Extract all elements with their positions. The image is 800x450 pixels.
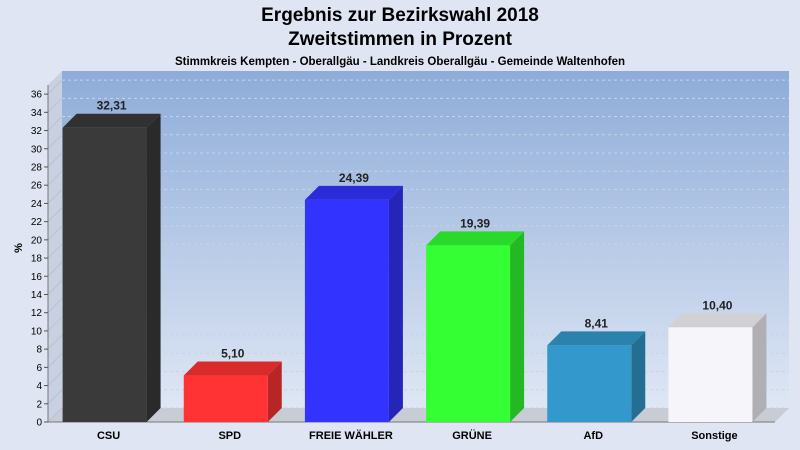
gridline-side xyxy=(47,334,63,350)
x-tick-label: AfD xyxy=(583,430,603,442)
y-tick-label: 12 xyxy=(31,308,43,319)
x-tick-label: Sonstige xyxy=(691,430,737,442)
y-tick-label: 4 xyxy=(36,381,42,392)
bar-csu xyxy=(62,127,147,422)
bar-gr-ne xyxy=(426,245,511,422)
gridline-side xyxy=(47,152,63,168)
bar-freie-w-hler xyxy=(304,199,389,422)
y-tick-label: 10 xyxy=(31,326,43,337)
gridline-side xyxy=(47,407,63,423)
bar-side xyxy=(267,361,282,422)
x-tick-label: GRÜNE xyxy=(452,429,492,442)
bar-top xyxy=(304,185,403,200)
gridline-side xyxy=(47,189,63,204)
bar-top xyxy=(183,361,282,376)
y-tick-label: 28 xyxy=(31,162,43,173)
y-tick-label: 6 xyxy=(36,363,42,374)
bar-afd xyxy=(547,345,632,422)
y-tick-label: 30 xyxy=(31,144,43,155)
chart-header: Ergebnis zur Bezirkswahl 2018 Zweitstimm… xyxy=(0,0,800,68)
gridline-side xyxy=(47,243,63,259)
bar-side xyxy=(752,313,767,422)
data-label: 8,41 xyxy=(585,316,609,330)
y-tick-label: 16 xyxy=(31,272,43,283)
gridline-side xyxy=(47,280,63,295)
bar-spd xyxy=(183,375,268,422)
plot-back-wall xyxy=(62,71,789,408)
gridline-side xyxy=(47,298,63,314)
gridline-side xyxy=(47,116,63,131)
data-label: 5,10 xyxy=(221,347,245,361)
y-tick-label: 36 xyxy=(31,90,43,101)
gridline-side xyxy=(47,225,63,241)
bar-top xyxy=(547,331,646,346)
x-tick-label: CSU xyxy=(97,430,120,442)
gridline-side xyxy=(47,352,63,368)
y-axis-label: % xyxy=(13,243,25,253)
chart-subtitle: Stimmkreis Kempten - Oberallgäu - Landkr… xyxy=(174,56,626,68)
y-tick-label: 34 xyxy=(31,108,43,119)
gridline-side xyxy=(47,261,63,277)
chart-title: Ergebnis zur Bezirkswahl 2018 xyxy=(261,5,539,26)
bar-side xyxy=(146,113,161,422)
y-tick-label: 22 xyxy=(31,217,43,228)
gridline-side xyxy=(47,316,63,332)
gridline-side xyxy=(47,79,63,95)
bar-top xyxy=(668,313,767,328)
y-tick-label: 2 xyxy=(36,399,42,410)
bar-side xyxy=(510,231,525,422)
data-label: 10,40 xyxy=(702,298,732,312)
x-tick-label: FREIE WÄHLER xyxy=(309,429,393,442)
bar-side xyxy=(631,331,646,422)
y-tick-label: 20 xyxy=(31,235,43,246)
gridline-side xyxy=(47,389,63,405)
gridline-side xyxy=(47,371,63,386)
y-tick-label: 14 xyxy=(31,290,43,301)
plot-left-wall xyxy=(48,71,62,422)
y-tick-label: 26 xyxy=(31,181,43,192)
y-tick-label: 18 xyxy=(31,254,43,265)
bar-top xyxy=(426,231,525,246)
y-tick-label: 24 xyxy=(31,199,43,210)
gridline-side xyxy=(47,170,63,186)
data-label: 24,39 xyxy=(339,171,369,185)
bar-top xyxy=(62,113,161,128)
bar-side xyxy=(388,185,403,422)
gridline-side xyxy=(47,134,63,150)
data-label: 19,39 xyxy=(460,216,490,230)
data-label: 32,31 xyxy=(97,99,127,113)
y-tick-label: 8 xyxy=(36,345,42,356)
y-tick-label: 0 xyxy=(36,418,42,429)
bar-sonstige xyxy=(668,327,753,422)
gridline-side xyxy=(47,97,63,113)
x-tick-label: SPD xyxy=(218,430,241,442)
chart-title-line-2: Zweitstimmen in Prozent xyxy=(288,29,512,50)
y-tick-label: 32 xyxy=(31,126,43,137)
gridline-side xyxy=(47,207,63,222)
